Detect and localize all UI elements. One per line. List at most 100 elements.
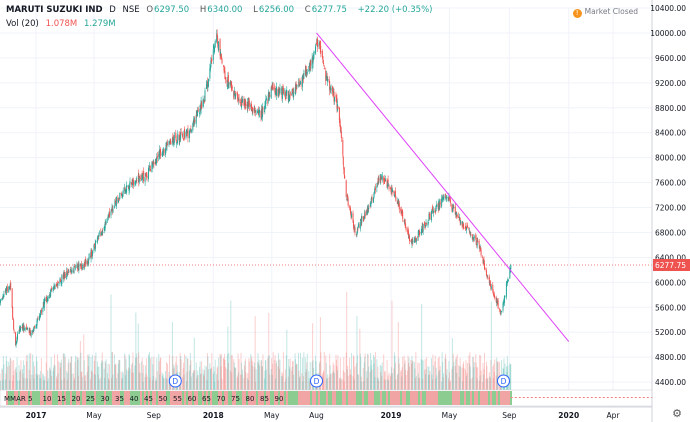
candle-body	[281, 88, 283, 100]
volume-bar	[210, 367, 212, 390]
ma-strip-cell	[246, 391, 248, 405]
ma-strip-dot	[642, 397, 645, 398]
candle-body	[470, 233, 472, 235]
volume-bar	[298, 370, 300, 390]
volume-bar	[188, 370, 190, 390]
volume-bar	[425, 369, 427, 390]
candle-body	[343, 167, 345, 176]
volume-bar	[270, 368, 272, 390]
volume-bar	[414, 368, 416, 390]
candle-body	[292, 91, 294, 95]
volume-bar	[110, 294, 112, 390]
candle-body	[175, 133, 177, 138]
time-axis[interactable]: 2017 May Sep 2018 May Aug 2019 May Sep 2020 Apr	[0, 406, 652, 420]
candle-body	[113, 206, 115, 208]
ma-strip-cell	[428, 391, 430, 405]
ma-strip-cell	[54, 391, 56, 405]
candle-body	[339, 118, 341, 127]
volume-bar	[342, 370, 344, 390]
volume-bar	[465, 369, 467, 390]
candle-body	[243, 98, 245, 106]
candle-body	[435, 207, 437, 209]
ma-strip-cell	[408, 391, 410, 405]
volume-bar	[274, 359, 276, 390]
volume-bar	[480, 370, 482, 390]
candle-body	[244, 99, 246, 106]
volume-bar	[158, 361, 160, 390]
volume-bar	[407, 355, 409, 390]
volume-bar	[146, 358, 148, 390]
volume-bar	[172, 356, 174, 390]
volume-legend[interactable]: Vol (20) 1.078M 1.279M	[6, 19, 116, 29]
volume-bar	[426, 357, 428, 390]
volume-bar	[88, 354, 90, 390]
volume-bar	[136, 357, 138, 390]
volume-bar	[10, 358, 12, 390]
high-value: H6340.00	[199, 5, 243, 15]
candle-body	[255, 110, 257, 113]
volume-bar	[282, 373, 284, 390]
volume-bar	[0, 373, 1, 390]
ma-strip-cell	[108, 391, 110, 405]
candle-body	[254, 107, 256, 109]
ma-strip-cell	[494, 391, 496, 405]
volume-bar	[44, 376, 46, 390]
volume-bar	[196, 378, 198, 390]
volume-bar	[360, 357, 362, 390]
volume-bar	[45, 362, 47, 390]
ma-strip-cell	[506, 391, 508, 405]
volume-bar	[6, 366, 8, 390]
volume-bar	[11, 360, 13, 390]
ma-strip-cell	[134, 391, 136, 405]
volume-bar	[364, 353, 366, 390]
candle-body	[384, 178, 386, 182]
volume-bar	[234, 367, 236, 390]
volume-bar	[261, 366, 263, 390]
ma-strip-cell	[130, 391, 132, 405]
gear-icon[interactable]: ⚙	[672, 407, 682, 420]
volume-bar	[183, 374, 185, 390]
volume-bar	[301, 373, 303, 390]
volume-bar	[70, 363, 72, 390]
volume-bar	[342, 379, 344, 390]
ma-strip-cell	[418, 391, 420, 405]
volume-bar	[230, 355, 232, 390]
candle-body	[419, 232, 421, 234]
market-status[interactable]: ! Market Closed	[572, 7, 638, 18]
volume-bar	[278, 353, 280, 390]
ma-strip-cell	[468, 391, 470, 405]
candle-body	[216, 33, 218, 42]
volume-bar	[346, 369, 348, 390]
candle-body	[47, 298, 49, 300]
volume-bar	[265, 360, 267, 390]
price-axis[interactable]: 4400.004800.005200.005600.006000.006400.…	[650, 0, 686, 422]
volume-bar	[56, 354, 58, 390]
ma-strip-cell	[252, 391, 254, 405]
volume-bar	[247, 379, 249, 390]
volume-bar	[148, 352, 150, 390]
volume-bar	[446, 369, 448, 390]
volume-bar	[483, 368, 485, 390]
volume-bar	[69, 361, 71, 390]
candle-body	[104, 221, 106, 229]
symbol-legend[interactable]: MARUTI SUZUKI IND D NSE O6297.50 H6340.0…	[6, 5, 436, 15]
volume-bar	[285, 378, 287, 390]
volume-bar	[94, 374, 96, 390]
volume-bar	[137, 323, 139, 390]
volume-bar	[319, 317, 321, 390]
volume-bar	[449, 380, 451, 390]
volume-bar	[346, 291, 348, 390]
candle-body	[74, 267, 76, 269]
volume-bar	[216, 374, 218, 390]
candle-body	[112, 208, 114, 213]
volume-bar	[289, 358, 291, 390]
ma-strip-cell	[118, 391, 120, 405]
candle-body	[211, 59, 213, 62]
volume-bar	[104, 361, 106, 390]
volume-bar	[264, 370, 266, 390]
trendline[interactable]	[316, 32, 570, 342]
volume-bar	[21, 369, 23, 390]
volume-bar	[160, 357, 162, 390]
